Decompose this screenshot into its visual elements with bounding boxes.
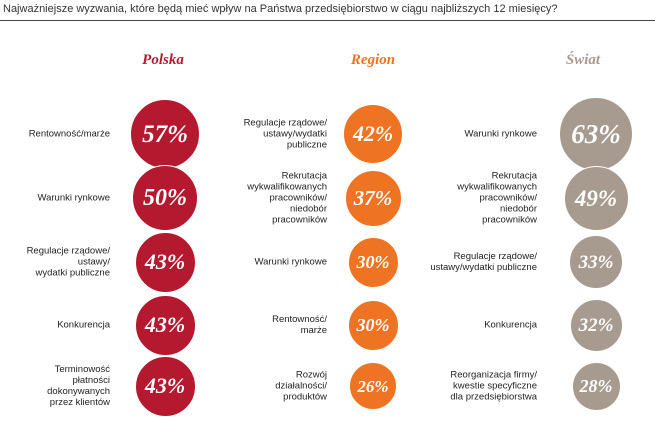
bubble-label-1-2: Warunki rynkowe [254, 256, 327, 268]
bubble-1-3: 30% [347, 299, 399, 351]
bubble-label-1-4: Rozwój działalności/ produktów [275, 369, 327, 403]
bubble-2-0: 63% [559, 97, 633, 171]
bubble-label-2-3: Konkurencja [484, 319, 537, 331]
group-header-1: Region [350, 52, 396, 68]
title-divider [0, 20, 655, 21]
group-header-2: Świat [565, 52, 601, 68]
bubble-label-1-0: Regulacje rządowe/ ustawy/wydatki public… [243, 117, 327, 151]
bubble-label-0-0: Rentowność/marże [28, 128, 110, 140]
bubble-label-0-2: Regulacje rządowe/ ustawy/ wydatki publi… [26, 245, 110, 279]
bubble-0-0: 57% [130, 99, 200, 169]
bubble-0-1: 50% [132, 165, 198, 231]
bubble-0-4: 43% [134, 355, 196, 417]
bubble-label-0-3: Konkurencja [57, 319, 110, 331]
bubble-2-2: 33% [569, 235, 623, 289]
bubble-label-1-3: Rentowność/ marże [272, 314, 327, 336]
bubble-2-3: 32% [569, 298, 623, 352]
bubble-label-0-4: Terminowość płatności dokonywanych przez… [47, 364, 110, 408]
chart-title: Najważniejsze wyzwania, które będą mieć … [3, 3, 558, 15]
bubble-label-1-1: Rekrutacja wykwalifikowanych pracowników… [247, 170, 327, 226]
bubble-label-0-1: Warunki rynkowe [37, 192, 110, 204]
bubble-1-1: 37% [344, 169, 402, 227]
bubble-2-1: 49% [563, 165, 629, 231]
bubble-label-2-2: Regulacje rządowe/ ustawy/wydatki public… [430, 251, 537, 273]
bubble-1-2: 30% [347, 236, 399, 288]
bubble-label-2-0: Warunki rynkowe [464, 128, 537, 140]
bubble-label-2-1: Rekrutacja wykwalifikowanych pracowników… [457, 170, 537, 226]
bubble-1-4: 26% [349, 362, 397, 410]
bubble-0-2: 43% [134, 231, 196, 293]
group-header-0: Polska [142, 52, 184, 68]
bubble-0-3: 43% [134, 294, 196, 356]
bubble-1-0: 42% [343, 104, 403, 164]
bubble-2-4: 28% [571, 361, 621, 411]
bubble-label-2-4: Reorganizacja firmy/ kwestie specyficzne… [450, 369, 537, 403]
